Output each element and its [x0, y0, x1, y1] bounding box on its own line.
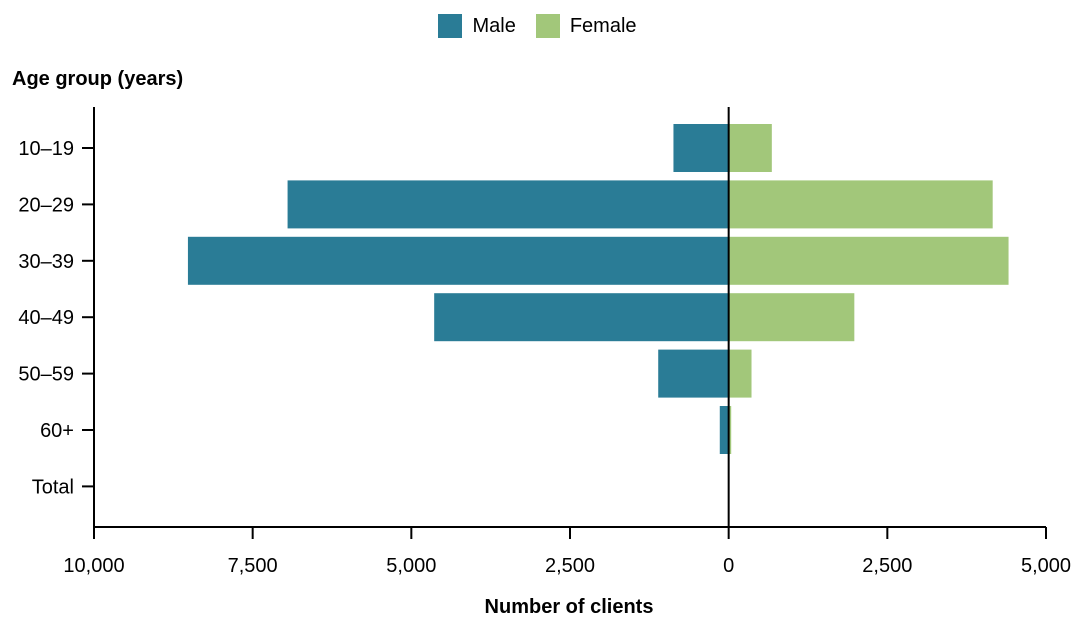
- legend: Male Female: [0, 14, 1075, 38]
- x-tick-label-0: 10,000: [63, 555, 124, 577]
- bar-male-5: [719, 406, 729, 454]
- bar-female-1: [728, 180, 993, 229]
- legend-item-male: Male: [438, 14, 516, 38]
- bar-male-1: [287, 180, 729, 229]
- x-tick-label-6: 5,000: [1021, 555, 1071, 577]
- x-tick-label-2: 5,000: [386, 555, 436, 577]
- y-tick-label-3: 40–49: [18, 307, 74, 329]
- y-tick-label-1: 20–29: [18, 194, 74, 216]
- x-axis-title: Number of clients: [484, 596, 654, 618]
- legend-item-female: Female: [535, 14, 637, 38]
- bar-female-2: [728, 236, 1009, 285]
- bar-female-4: [728, 349, 752, 398]
- bar-male-3: [434, 293, 729, 342]
- x-tick-label-1: 7,500: [228, 555, 278, 577]
- legend-swatch-female: [535, 14, 560, 38]
- bar-male-4: [658, 349, 729, 398]
- y-axis-title: Age group (years): [12, 68, 184, 90]
- legend-swatch-male: [438, 14, 463, 38]
- y-tick-label-6: Total: [32, 476, 74, 498]
- y-tick-label-0: 10–19: [18, 138, 74, 160]
- y-tick-label-5: 60+: [40, 420, 74, 442]
- legend-label-female: Female: [569, 14, 637, 37]
- legend-label-male: Male: [472, 14, 516, 37]
- y-tick-label-4: 50–59: [18, 364, 74, 386]
- x-tick-label-4: 0: [723, 555, 734, 577]
- bar-female-0: [728, 124, 772, 172]
- bar-male-0: [673, 124, 729, 172]
- bar-male-2: [187, 236, 729, 285]
- y-tick-label-2: 30–39: [18, 251, 74, 273]
- bar-female-5: [728, 406, 732, 454]
- x-tick-label-5: 2,500: [862, 555, 912, 577]
- x-tick-label-3: 2,500: [545, 555, 595, 577]
- bar-female-3: [728, 293, 855, 342]
